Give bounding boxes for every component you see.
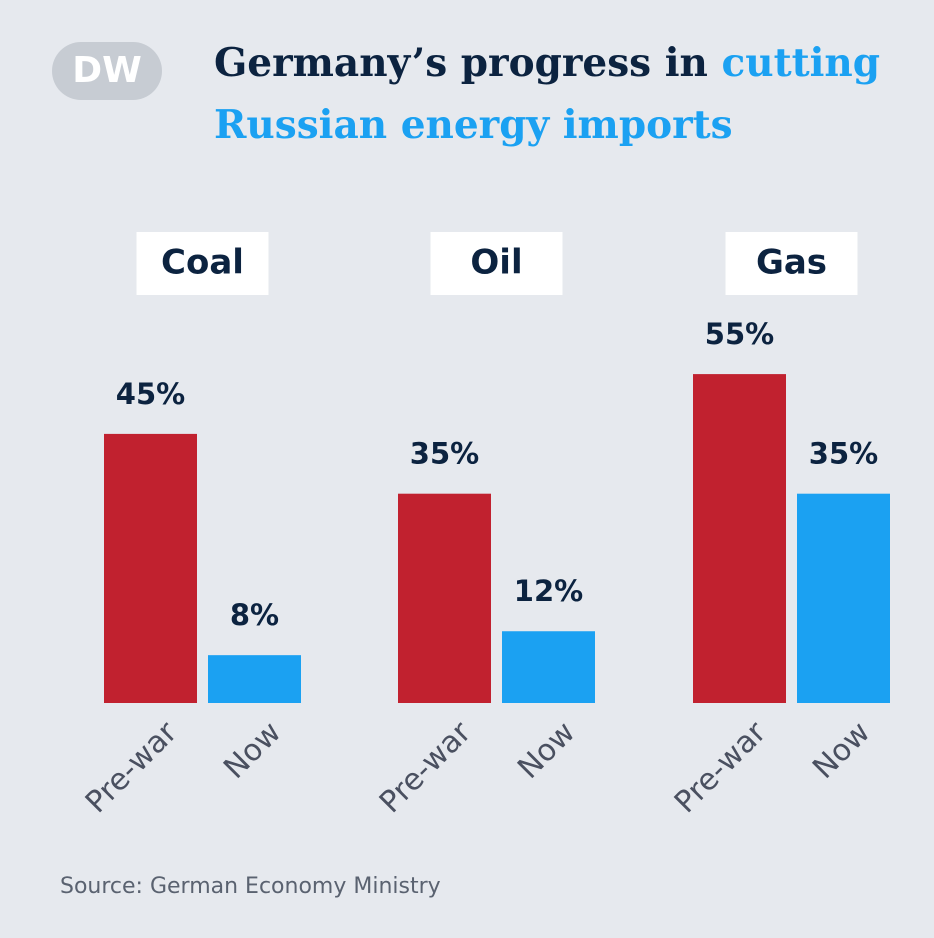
- logo: DW: [52, 42, 162, 100]
- category-label: Gas: [756, 243, 827, 283]
- category-box: [136, 232, 269, 295]
- value-label: 45%: [116, 377, 185, 411]
- bar: [797, 493, 890, 703]
- bar: [208, 655, 301, 703]
- source: Source: German Economy Ministry: [60, 874, 441, 899]
- value-label: 12%: [514, 574, 583, 608]
- value-label: 55%: [705, 317, 774, 351]
- value-label: 35%: [809, 437, 878, 471]
- category-label: Coal: [161, 243, 244, 283]
- bar: [693, 374, 786, 703]
- bar: [398, 493, 491, 703]
- chart-title: Russian energy imports: [214, 102, 733, 148]
- category-box: [725, 232, 858, 295]
- value-label: 8%: [230, 598, 279, 632]
- category-box: [430, 232, 563, 295]
- value-label: 35%: [410, 437, 479, 471]
- bar: [104, 433, 197, 703]
- logo-text: DW: [72, 50, 142, 91]
- chart-title: Germany’s progress in cutting: [214, 40, 880, 86]
- title-highlight: cutting: [721, 40, 880, 86]
- title-text: Germany’s progress in: [214, 40, 708, 86]
- category-label: Oil: [470, 243, 522, 283]
- bar: [502, 631, 595, 703]
- logo-badge: [52, 42, 162, 100]
